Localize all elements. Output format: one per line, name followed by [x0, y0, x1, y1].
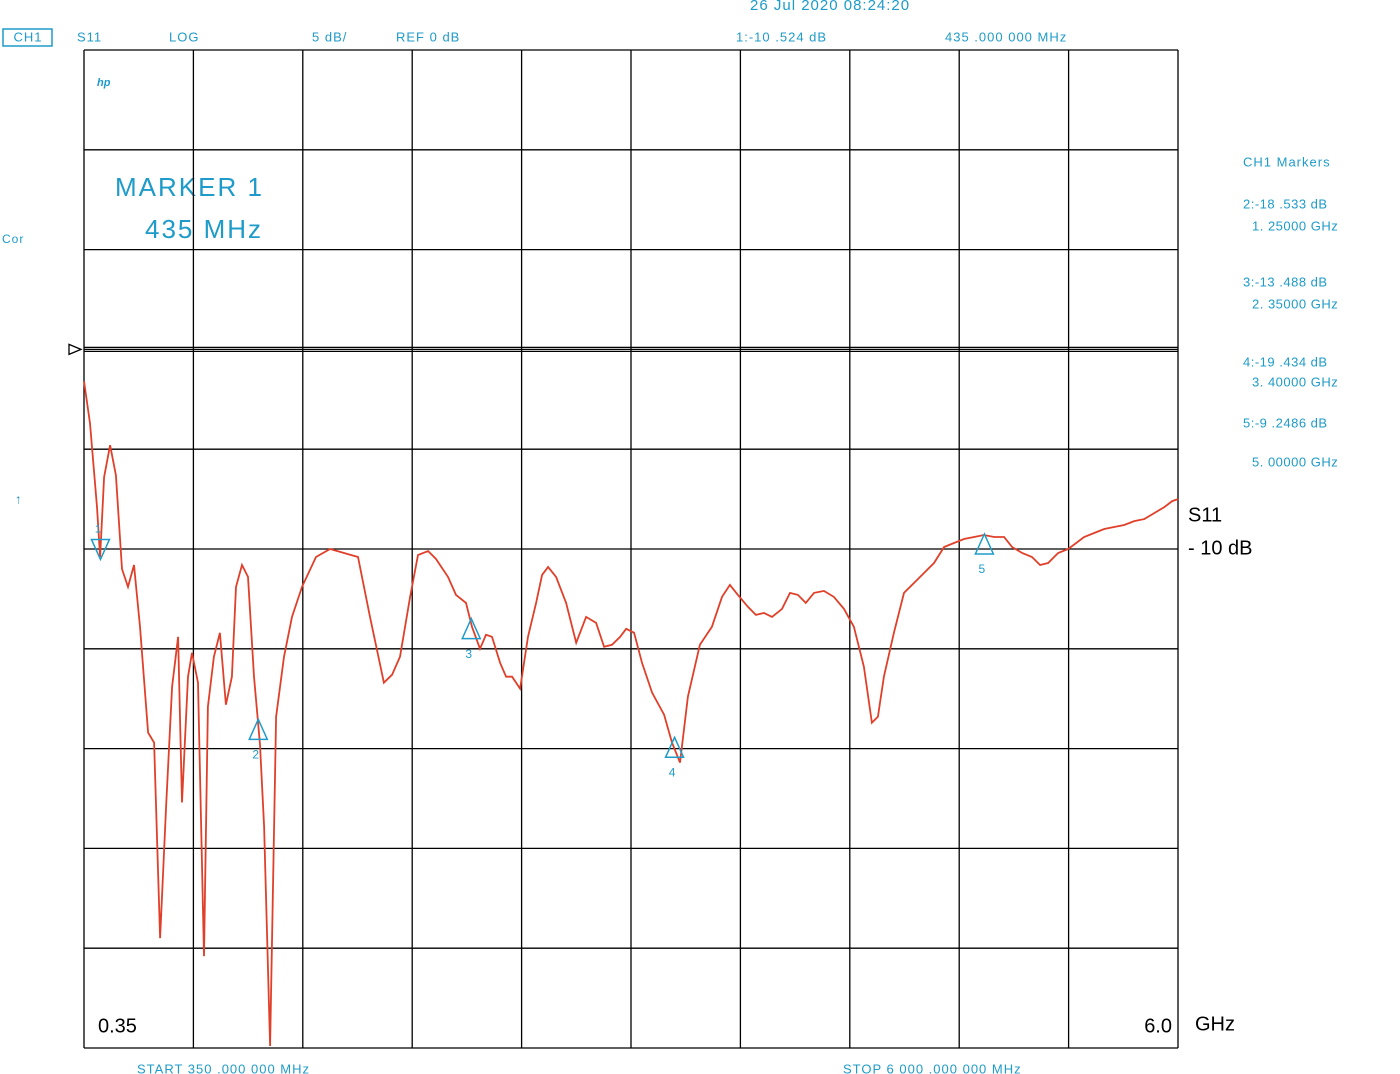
logo: hp — [97, 77, 111, 89]
x-tick-label: 6.0 — [1144, 1015, 1172, 1037]
parameter: S11 — [77, 29, 102, 44]
annotation: MARKER 1 — [115, 172, 264, 202]
marker-number: 2 — [252, 747, 260, 761]
trace-label: S11 — [1188, 504, 1222, 526]
format: LOG — [169, 29, 199, 44]
stop: STOP 6 000 .000 000 MHz — [843, 1061, 1022, 1074]
reference-label: REF 0 dB — [396, 29, 460, 44]
marker-frequency: 2. 35000 GHz — [1252, 296, 1338, 311]
marker-frequency: 3. 40000 GHz — [1252, 374, 1338, 389]
marker-frequency: 435 .000 000 MHz — [945, 29, 1067, 44]
start: START 350 .000 000 MHz — [137, 1061, 310, 1074]
marker — [974, 532, 995, 555]
marker-readout: 3:-13 .488 dB — [1243, 274, 1328, 289]
x-tick-label: 0.35 — [98, 1015, 137, 1037]
marker-number: 4 — [669, 765, 677, 779]
date: 26 Jul 2020 08:24:20 — [750, 0, 910, 14]
marker — [248, 717, 269, 741]
markers-title: CH1 Markers — [1243, 154, 1331, 169]
channel: CH1 — [13, 29, 42, 44]
y-tick-label: - 10 dB — [1188, 537, 1252, 559]
marker-readout: 4:-19 .434 dB — [1243, 354, 1328, 369]
scale: 5 dB/ — [312, 29, 347, 44]
marker-number: 5 — [979, 562, 987, 576]
correction: Cor — [2, 232, 24, 246]
marker — [664, 735, 685, 759]
marker-readout: 2:-18 .533 dB — [1243, 196, 1328, 211]
marker-readout: 5:-9 .2486 dB — [1243, 415, 1328, 430]
marker-readout: 1:-10 .524 dB — [736, 29, 827, 44]
marker — [90, 538, 111, 562]
marker-number: 1 — [95, 523, 102, 535]
marker-number: 3 — [465, 647, 473, 661]
reference-pointer — [68, 343, 83, 356]
annotation: 435 MHz — [145, 214, 263, 244]
marker-frequency: 5. 00000 GHz — [1252, 454, 1338, 469]
channel-box — [2, 28, 53, 47]
trace — [83, 381, 1179, 1047]
marker — [461, 616, 482, 640]
x-axis-label: GHz — [1195, 1013, 1235, 1035]
marker-frequency: 1. 25000 GHz — [1252, 218, 1338, 233]
arrow: ↑ — [15, 491, 23, 506]
